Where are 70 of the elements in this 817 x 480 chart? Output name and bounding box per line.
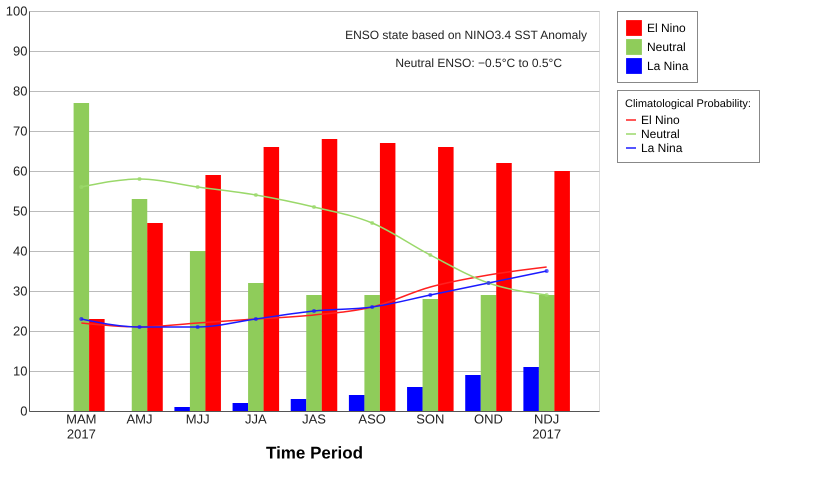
annotation: Neutral ENSO: −0.5°C to 0.5°C — [395, 56, 562, 70]
point — [428, 293, 432, 297]
point — [544, 269, 549, 273]
y-tick-label: 0 — [20, 404, 28, 418]
point — [370, 305, 374, 309]
point — [254, 317, 258, 321]
x-axis-title: Time Period — [266, 444, 363, 462]
bar — [496, 163, 512, 411]
y-tick-label: 10 — [13, 364, 28, 378]
point — [312, 309, 316, 313]
bar — [174, 407, 190, 411]
bar — [348, 395, 364, 411]
bar — [422, 299, 438, 411]
bar — [89, 319, 105, 411]
point — [138, 325, 142, 329]
annotation: ENSO state based on NINO3.4 SST Anomaly — [345, 28, 587, 42]
point — [79, 317, 84, 321]
y-tick-label: 100 — [6, 4, 28, 18]
bar — [147, 223, 163, 411]
y-tick-label: 20 — [13, 324, 28, 338]
bar — [232, 403, 248, 411]
x-tick-label: JAS — [302, 412, 326, 426]
bar — [264, 147, 280, 411]
y-tick-label: 90 — [13, 44, 28, 58]
point — [370, 221, 374, 225]
bar — [290, 399, 306, 411]
y-tick-label: 40 — [13, 244, 28, 258]
legend-label: El Nino — [647, 21, 686, 35]
point — [428, 253, 432, 257]
x-tick-label: MJJ — [186, 412, 210, 426]
legend-label: El Nino — [641, 113, 680, 127]
legend-label: La Nina — [641, 141, 683, 155]
point — [312, 205, 316, 209]
bar — [190, 251, 206, 411]
y-tick-label: 30 — [13, 284, 28, 298]
point — [196, 325, 200, 329]
x-tick-label: NDJ 2017 — [532, 412, 562, 442]
bar — [306, 295, 322, 411]
y-tick-label: 50 — [13, 204, 28, 218]
bar — [74, 103, 90, 411]
bar — [538, 295, 554, 411]
x-tick-label: SON — [416, 412, 444, 426]
y-tick-label: 60 — [13, 164, 28, 178]
legend-label: Neutral — [641, 127, 680, 141]
x-tick-label: ASO — [358, 412, 386, 426]
point — [196, 185, 200, 189]
x-tick-label: MAM 2017 — [66, 412, 97, 442]
point — [138, 177, 142, 181]
bar — [322, 139, 338, 411]
bar — [554, 171, 570, 411]
bar — [480, 295, 496, 411]
y-tick-label: 70 — [13, 124, 28, 138]
legend-label: Neutral — [647, 40, 686, 54]
bar — [438, 147, 454, 411]
point — [544, 293, 549, 297]
legend-title: Climatological Probability: — [625, 98, 751, 110]
bar — [523, 367, 539, 411]
bar — [132, 199, 148, 411]
bar — [407, 387, 423, 411]
x-tick-label: AMJ — [126, 412, 153, 426]
y-tick-label: 80 — [13, 84, 28, 98]
bar — [205, 175, 221, 411]
x-tick-label: OND — [474, 412, 503, 426]
legend-label: La Nina — [647, 59, 689, 73]
x-tick-label: JJA — [245, 412, 267, 426]
bar — [248, 283, 264, 411]
bar — [380, 143, 396, 411]
bar — [364, 295, 380, 411]
point — [254, 193, 258, 197]
bar — [465, 375, 481, 411]
